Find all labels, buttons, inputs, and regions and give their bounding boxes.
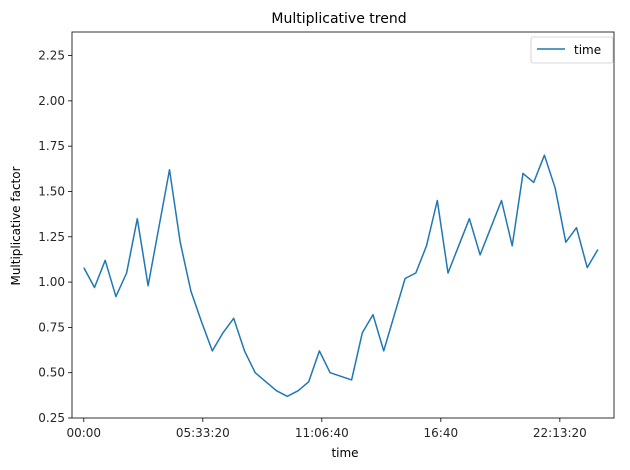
y-tick-label: 2.00 bbox=[38, 94, 65, 108]
y-tick-label: 2.25 bbox=[38, 49, 65, 63]
y-tick-label: 1.75 bbox=[38, 139, 65, 153]
plot-area-frame bbox=[71, 31, 615, 419]
x-tick-label: 16:40 bbox=[424, 426, 459, 440]
legend-label-time: time bbox=[574, 43, 601, 57]
x-axis-title: time bbox=[331, 446, 358, 460]
y-tick-label: 1.00 bbox=[38, 275, 65, 289]
x-tick-label: 22:13:20 bbox=[533, 426, 587, 440]
series-line-time bbox=[83, 154, 599, 398]
legend: time bbox=[530, 36, 614, 64]
y-tick-label: 0.25 bbox=[38, 411, 65, 425]
x-tick-label: 05:33:20 bbox=[176, 426, 230, 440]
y-tick-label: 0.75 bbox=[38, 320, 65, 334]
x-tick-label: 00:00 bbox=[66, 426, 101, 440]
x-tick-label: 11:06:40 bbox=[295, 426, 349, 440]
y-tick-label: 1.50 bbox=[38, 184, 65, 198]
y-tick-label: 1.25 bbox=[38, 230, 65, 244]
chart-title: Multiplicative trend bbox=[271, 11, 406, 27]
legend-box bbox=[530, 36, 614, 64]
y-axis: 0.25 0.50 0.75 1.00 1.25 1.50 1.75 2.00 2.25 bbox=[38, 49, 72, 425]
x-axis: 00:00 05:33:20 11:06:40 16:40 22:13:20 bbox=[66, 418, 587, 440]
y-tick-label: 0.50 bbox=[38, 366, 65, 380]
y-axis-title: Multiplicative factor bbox=[9, 166, 23, 285]
